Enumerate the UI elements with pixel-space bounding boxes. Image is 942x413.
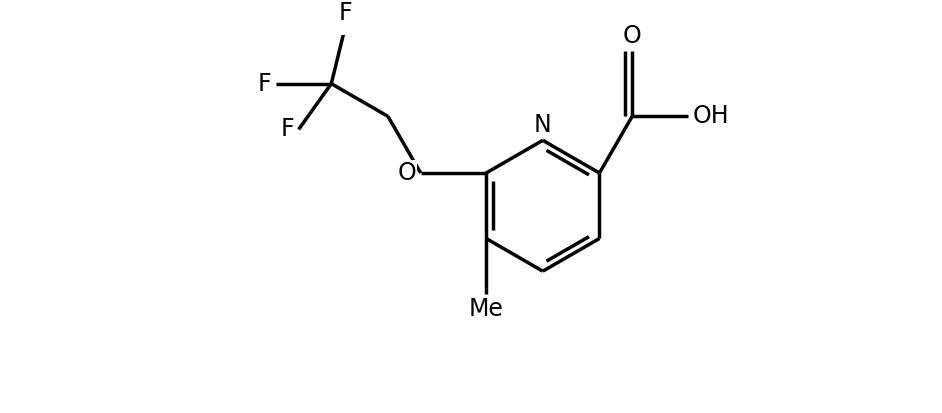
Text: OH: OH xyxy=(692,104,729,128)
Text: Me: Me xyxy=(469,297,504,321)
Text: N: N xyxy=(534,113,552,137)
Text: O: O xyxy=(623,24,642,48)
Text: F: F xyxy=(257,72,271,96)
Text: F: F xyxy=(281,117,294,142)
Text: O: O xyxy=(398,161,416,185)
Text: F: F xyxy=(338,1,351,25)
